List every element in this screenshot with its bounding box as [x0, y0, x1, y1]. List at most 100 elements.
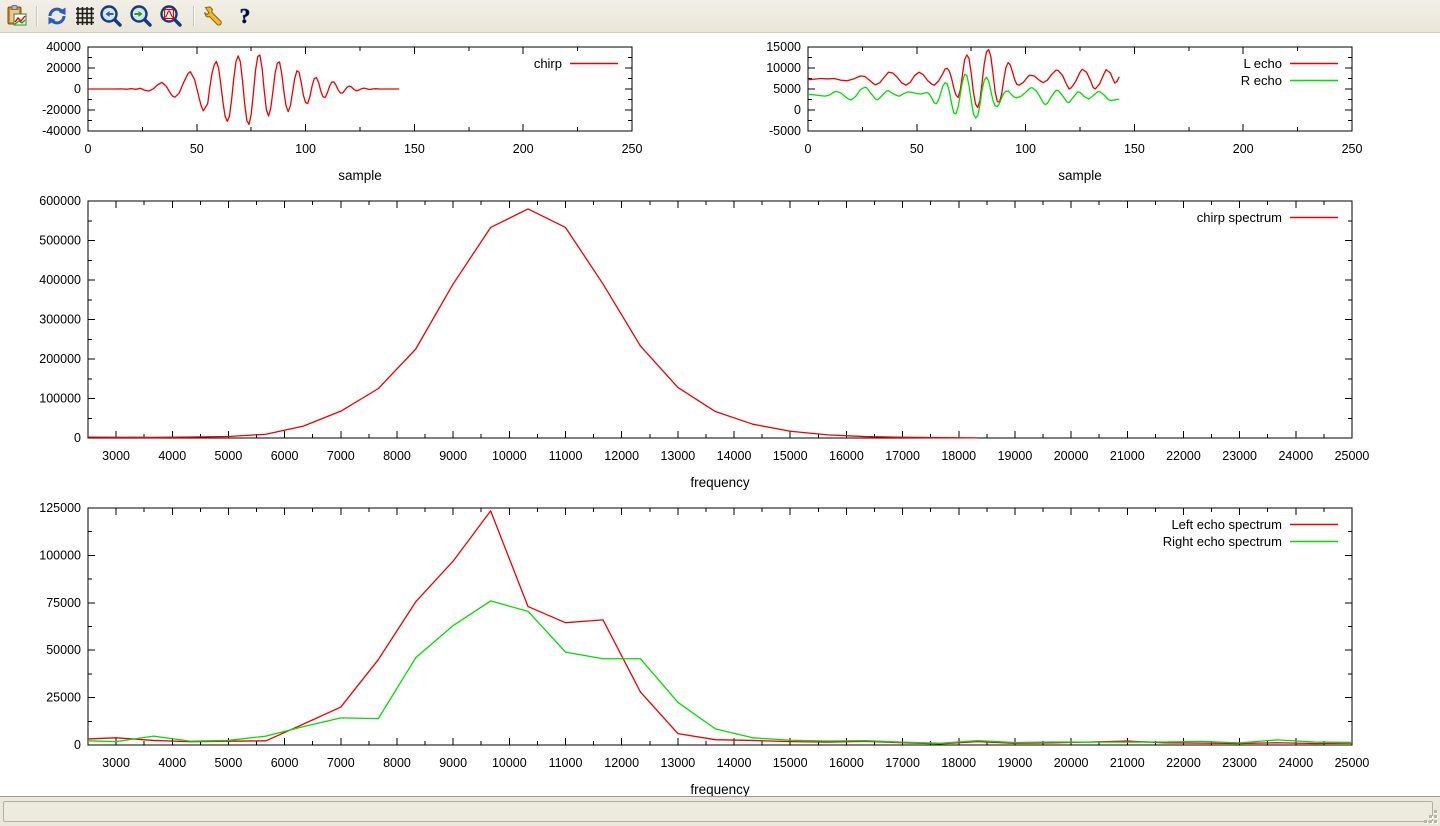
- svg-text:23000: 23000: [1222, 756, 1257, 770]
- svg-text:5000: 5000: [215, 449, 243, 463]
- svg-text:18000: 18000: [941, 756, 976, 770]
- svg-text:5000: 5000: [215, 756, 243, 770]
- replot-button[interactable]: [44, 3, 70, 29]
- svg-text:9000: 9000: [439, 449, 467, 463]
- svg-text:19000: 19000: [998, 756, 1033, 770]
- svg-text:12000: 12000: [604, 449, 639, 463]
- series-right-echo-spectrum: [87, 600, 1353, 744]
- svg-text:6000: 6000: [271, 449, 299, 463]
- svg-text:25000: 25000: [1335, 756, 1370, 770]
- legend-label: R echo: [1241, 73, 1282, 88]
- svg-text:21000: 21000: [1110, 756, 1145, 770]
- svg-text:500000: 500000: [39, 234, 81, 248]
- svg-text:4000: 4000: [158, 756, 186, 770]
- plot-canvas-area: 0 50 100 150 200 250 -40000 -20000 0 20000 40000 sa…: [0, 33, 1440, 797]
- svg-text:200000: 200000: [39, 352, 81, 366]
- svg-text:?: ?: [240, 4, 251, 28]
- svg-text:50: 50: [910, 142, 924, 156]
- svg-text:0: 0: [74, 82, 81, 96]
- zoom-previous-button[interactable]: [98, 3, 124, 29]
- magnifier-right-arrow-icon: [130, 5, 152, 27]
- refresh-arrows-icon: [48, 7, 66, 25]
- svg-text:40000: 40000: [46, 40, 81, 54]
- svg-text:4000: 4000: [158, 449, 186, 463]
- magnifier-left-arrow-icon: [100, 5, 122, 27]
- status-bar: [0, 796, 1440, 826]
- svg-text:3000: 3000: [102, 449, 130, 463]
- svg-text:3000: 3000: [102, 756, 130, 770]
- question-mark-icon: ?: [239, 4, 251, 29]
- svg-text:15000: 15000: [773, 449, 808, 463]
- svg-text:18000: 18000: [941, 449, 976, 463]
- svg-text:200: 200: [1233, 142, 1254, 156]
- svg-text:200: 200: [513, 142, 534, 156]
- svg-text:24000: 24000: [1278, 756, 1313, 770]
- legend-label: Right echo spectrum: [1163, 534, 1282, 549]
- svg-text:75000: 75000: [46, 596, 81, 610]
- legend-label: chirp spectrum: [1197, 210, 1282, 225]
- svg-text:10000: 10000: [766, 61, 801, 75]
- svg-text:20000: 20000: [46, 61, 81, 75]
- toolbar-separator: [193, 6, 195, 26]
- series-chirp: [88, 54, 400, 126]
- svg-text:100: 100: [1015, 142, 1036, 156]
- copy-to-clipboard-button[interactable]: [4, 3, 30, 29]
- svg-text:300000: 300000: [39, 313, 81, 327]
- resize-grip[interactable]: [1423, 809, 1438, 824]
- svg-text:100000: 100000: [39, 392, 81, 406]
- svg-text:50: 50: [190, 142, 204, 156]
- series-l-echo: [807, 48, 1120, 109]
- svg-text:25000: 25000: [46, 691, 81, 705]
- svg-text:-5000: -5000: [769, 124, 801, 138]
- svg-text:0: 0: [85, 142, 92, 156]
- svg-text:10000: 10000: [492, 449, 527, 463]
- chart-2: 0 50 100 150 200 250 -5000 0 5000 10000 15000 sampl…: [766, 40, 1362, 183]
- svg-text:20000: 20000: [1054, 449, 1089, 463]
- x-axis-label: frequency: [690, 782, 750, 796]
- svg-text:17000: 17000: [885, 756, 920, 770]
- configure-button[interactable]: [201, 3, 227, 29]
- svg-text:14000: 14000: [717, 756, 752, 770]
- svg-text:13000: 13000: [660, 449, 695, 463]
- legend-label: L echo: [1243, 56, 1282, 71]
- chart-4: 3000 4000 5000 6000 7000 8000 9000 10000 11000 12…: [39, 501, 1370, 797]
- svg-text:17000: 17000: [885, 449, 920, 463]
- svg-text:125000: 125000: [39, 501, 81, 515]
- svg-text:150: 150: [1124, 142, 1145, 156]
- svg-text:50000: 50000: [46, 643, 81, 657]
- toggle-grid-button[interactable]: [72, 3, 98, 29]
- svg-text:16000: 16000: [829, 449, 864, 463]
- svg-text:0: 0: [794, 103, 801, 117]
- svg-text:15000: 15000: [773, 756, 808, 770]
- zoom-next-button[interactable]: [128, 3, 154, 29]
- svg-text:250: 250: [1342, 142, 1363, 156]
- svg-text:24000: 24000: [1278, 449, 1313, 463]
- series-r-echo: [807, 73, 1120, 119]
- toolbar-separator: [36, 6, 38, 26]
- legend-label: chirp: [534, 56, 562, 71]
- clipboard-chart-icon: [7, 5, 27, 26]
- svg-text:100000: 100000: [39, 548, 81, 562]
- svg-text:5000: 5000: [773, 82, 801, 96]
- svg-text:23000: 23000: [1222, 449, 1257, 463]
- magnifier-plot-icon: [160, 5, 182, 27]
- svg-text:0: 0: [74, 738, 81, 752]
- svg-text:400000: 400000: [39, 273, 81, 287]
- svg-text:10000: 10000: [492, 756, 527, 770]
- svg-text:19000: 19000: [998, 449, 1033, 463]
- x-axis-label: sample: [338, 168, 382, 183]
- svg-text:22000: 22000: [1166, 449, 1201, 463]
- svg-text:0: 0: [805, 142, 812, 156]
- svg-text:7000: 7000: [327, 449, 355, 463]
- autoscale-button[interactable]: [158, 3, 184, 29]
- help-button[interactable]: ?: [232, 3, 258, 29]
- svg-text:21000: 21000: [1110, 449, 1145, 463]
- x-axis-label: sample: [1058, 168, 1102, 183]
- gnuplot-canvas[interactable]: 0 50 100 150 200 250-40000-2000002000040000sa…: [0, 33, 1440, 797]
- svg-text:600000: 600000: [39, 194, 81, 208]
- svg-text:22000: 22000: [1166, 756, 1201, 770]
- svg-text:8000: 8000: [383, 449, 411, 463]
- svg-text:9000: 9000: [439, 756, 467, 770]
- chart-1: 0 50 100 150 200 250 -40000 -20000 0 20000 40000 sa…: [42, 40, 642, 183]
- svg-text:-40000: -40000: [42, 124, 81, 138]
